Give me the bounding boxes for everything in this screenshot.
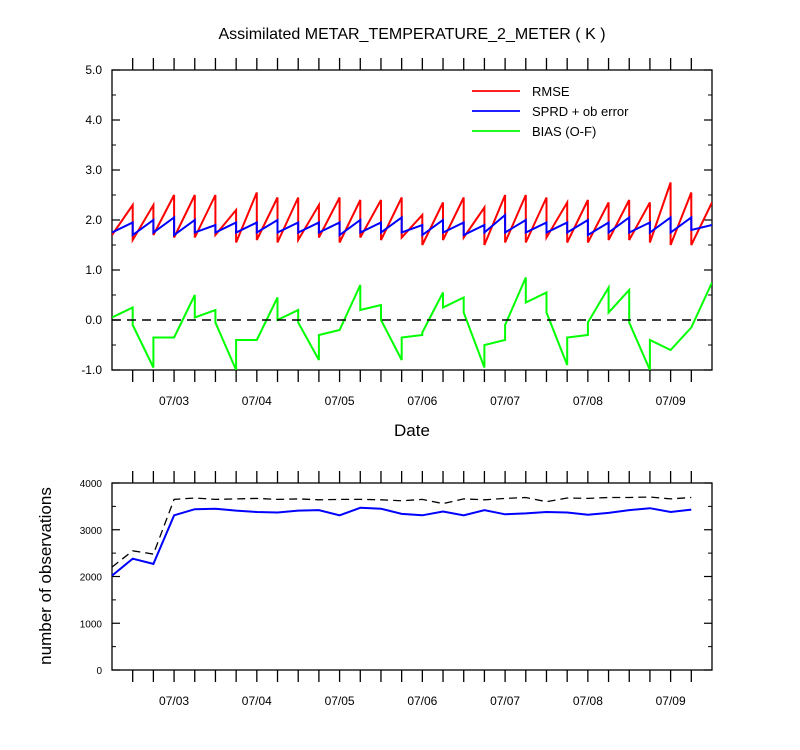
x-tick-label: 07/07 [490, 694, 520, 708]
y-tick-label: 4000 [80, 479, 103, 490]
x-axis-label: Date [394, 421, 430, 440]
x-tick-label: 07/04 [242, 394, 272, 408]
x-tick-label: 07/09 [656, 394, 686, 408]
legend-label: RMSE [532, 84, 570, 99]
x-tick-label: 07/05 [325, 694, 355, 708]
y-tick-label: 5.0 [85, 63, 102, 77]
x-tick-label: 07/06 [407, 394, 437, 408]
legend: RMSE SPRD + ob error BIAS (O-F) [472, 84, 629, 139]
x-tick-label: 07/03 [159, 694, 189, 708]
legend-label: SPRD + ob error [532, 104, 629, 119]
bottom-plot-area: 0 1000 2000 3000 4000 07/03 07/04 07/05 07/06 07/… [80, 471, 713, 708]
y-tick-label: 1000 [80, 619, 103, 630]
y-axis-label-observations: number of observations [36, 487, 55, 665]
legend-label: BIAS (O-F) [532, 124, 596, 139]
x-tick-label: 07/05 [325, 394, 355, 408]
series-line-rmse [112, 182, 712, 246]
x-tick-label: 07/03 [159, 394, 189, 408]
y-tick-label: -1.0 [81, 363, 102, 377]
x-tick-label: 07/06 [407, 694, 437, 708]
y-tick-label: 3.0 [85, 163, 102, 177]
x-tick-label: 07/04 [242, 694, 272, 708]
x-tick-label: 07/08 [573, 694, 603, 708]
y-tick-label: 4.0 [85, 113, 102, 127]
y-tick-label: 0 [96, 666, 102, 677]
y-tick-label: 3000 [80, 526, 103, 537]
chart-title: Assimilated METAR_TEMPERATURE_2_METER ( … [218, 26, 605, 43]
x-tick-label: 07/09 [656, 694, 686, 708]
x-tick-label: 07/07 [490, 394, 520, 408]
series-line-sprd-ob-error [112, 212, 712, 237]
y-tick-label: 0.0 [85, 313, 102, 327]
y-tick-label: 2.0 [85, 213, 102, 227]
series-line-bias-o-f [112, 277, 712, 370]
y-tick-label: 1.0 [85, 263, 102, 277]
observations-assimilated-line [111, 506, 692, 577]
observations-possible-line [111, 496, 692, 568]
y-tick-label: 2000 [80, 573, 103, 584]
top-plot-area: -1.0 0.0 1.0 2.0 3.0 4.0 5.0 07/03 07/04 07/05 07/… [81, 58, 713, 408]
x-tick-label: 07/08 [573, 394, 603, 408]
